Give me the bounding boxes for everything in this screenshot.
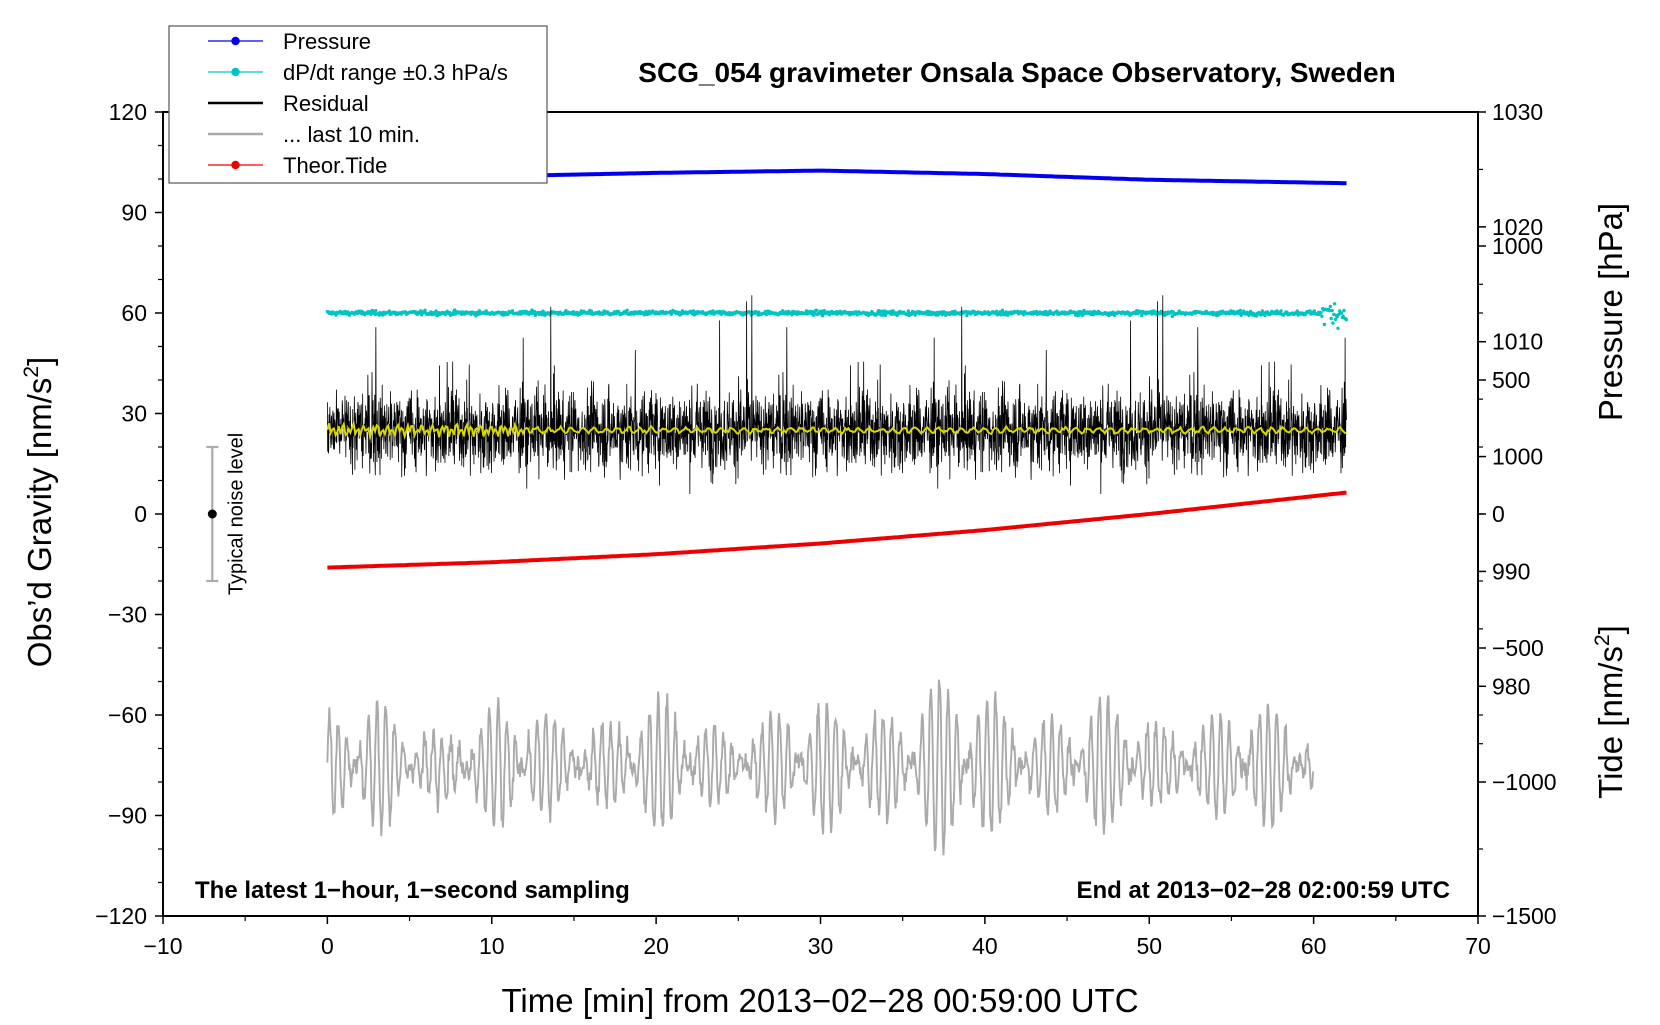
y-axis-title-left: Obs’d Gravity [nm/s2] (20, 357, 58, 668)
y-left-tick-label: −90 (108, 803, 147, 829)
legend-label: Pressure (283, 29, 371, 54)
y-tide-tick-label: −1000 (1492, 769, 1557, 795)
series-residual-line (326, 295, 1347, 495)
y-tide-tick-label: −1500 (1492, 903, 1557, 929)
y-left-tick-label: −120 (95, 903, 147, 929)
y-axis-title-tide-tail: ] (1592, 625, 1629, 634)
legend-label: Residual (283, 91, 369, 116)
x-axis-title: Time [min] from 2013−02−28 00:59:00 UTC (501, 982, 1138, 1019)
noise-level-indicator: Typical noise level (206, 433, 247, 595)
y-axis-title-pressure: Pressure [hPa] (1592, 203, 1629, 421)
y-left-tick-label: 30 (121, 401, 147, 427)
y-axis-title-tide-sup: 2 (1591, 634, 1614, 646)
annotation-sampling: The latest 1−hour, 1−second sampling (195, 877, 630, 904)
y-axis-title-tide: Tide [nm/s2] (1591, 625, 1629, 799)
chart-title: SCG_054 gravimeter Onsala Space Observat… (638, 57, 1395, 88)
y-tide-tick-label: 500 (1492, 367, 1530, 393)
axes-layer: −10 0 10 20 30 40 50 60 70−120−90−60−30030609012… (95, 99, 1556, 959)
legend-label: dP/dt range ±0.3 hPa/s (283, 60, 508, 85)
y-left-tick-label: 120 (109, 99, 147, 125)
y-tide-tick-label: 0 (1492, 501, 1505, 527)
x-tick-label: 10 (479, 933, 505, 959)
y-left-tick-label: 90 (121, 200, 147, 226)
y-axis-title-left-sup: 2 (20, 366, 43, 378)
y-pressure-tick-label: 980 (1492, 673, 1530, 699)
x-tick-label: 60 (1301, 933, 1327, 959)
x-tick-label: 0 (321, 933, 334, 959)
legend-label: Theor.Tide (283, 153, 387, 178)
x-tick-label: 40 (972, 933, 998, 959)
x-tick-label: 50 (1136, 933, 1162, 959)
y-pressure-tick-label: 990 (1492, 558, 1530, 584)
y-pressure-tick-label: 1010 (1492, 329, 1543, 355)
y-axis-title-left-text: Obs’d Gravity [nm/s (21, 378, 58, 668)
x-tick-label: 20 (643, 933, 669, 959)
noise-center-dot (207, 509, 217, 519)
legend-marker (231, 160, 240, 170)
x-tick-label: 70 (1465, 933, 1491, 959)
y-left-tick-label: 0 (134, 501, 147, 527)
legend: Pressure dP/dt range ±0.3 hPa/s Residual..… (168, 25, 548, 184)
y-axis-title-left-tail: ] (21, 357, 58, 366)
legend-marker (231, 67, 240, 77)
x-tick-label: −10 (143, 933, 182, 959)
y-pressure-tick-label: 1020 (1492, 214, 1543, 240)
y-left-tick-label: −60 (108, 702, 147, 728)
legend-box (168, 25, 548, 184)
annotation-end-time: End at 2013−02−28 02:00:59 UTC (1076, 877, 1450, 904)
y-left-tick-label: 60 (121, 300, 147, 326)
series-last10-line (326, 679, 1315, 856)
y-left-tick-label: −30 (108, 602, 147, 628)
legend-label: ... last 10 min. (283, 122, 420, 147)
y-tide-tick-label: 1000 (1492, 233, 1543, 259)
y-pressure-tick-label: 1000 (1492, 444, 1543, 470)
legend-marker (231, 36, 240, 46)
noise-level-label: Typical noise level (225, 433, 247, 595)
series-dpdt-points (325, 302, 1349, 330)
y-pressure-tick-label: 1030 (1492, 99, 1543, 125)
series-residual-smoothed (326, 420, 1347, 441)
x-tick-label: 30 (808, 933, 834, 959)
series-tide-line (327, 490, 1347, 570)
y-tide-tick-label: −500 (1492, 635, 1544, 661)
